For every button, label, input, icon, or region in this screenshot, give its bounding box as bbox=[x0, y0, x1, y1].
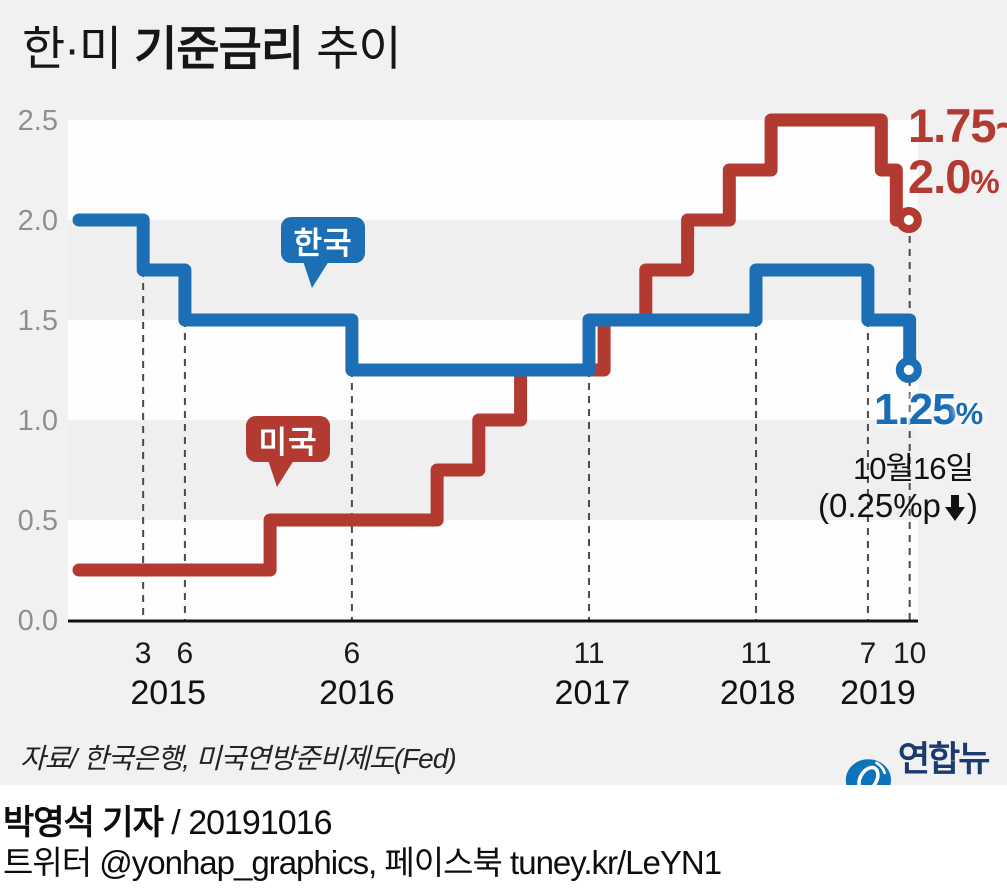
page-title: 한·미 기준금리 추이 bbox=[22, 20, 402, 78]
y-tick-label: 1.0 bbox=[18, 405, 58, 437]
korea-end-marker bbox=[895, 357, 922, 383]
korea-series-label: 한국 bbox=[293, 225, 353, 261]
x-tick-year-label: 2016 bbox=[319, 674, 395, 712]
down-arrow-icon bbox=[944, 495, 965, 521]
us-end-rate-line2: 2.0% bbox=[908, 151, 1007, 207]
us-end-rate-label: 1.75~ 2.0% bbox=[908, 100, 1007, 207]
x-tick-month-label: 11 bbox=[740, 637, 771, 670]
title-part3: 추이 bbox=[316, 22, 401, 75]
us-series-label-bubble: 미국 bbox=[246, 416, 330, 487]
korea-series-label-bubble: 한국 bbox=[281, 217, 365, 288]
y-tick-label: 0.0 bbox=[18, 605, 58, 637]
us-end-marker bbox=[895, 207, 922, 233]
byline-date: / 20191016 bbox=[162, 804, 332, 842]
korea-end-rate-label: 1.25% bbox=[874, 385, 984, 435]
title-part2: 기준금리 bbox=[134, 22, 304, 75]
korea-end-rate-percent-sign: % bbox=[955, 396, 984, 431]
y-tick-label: 1.5 bbox=[18, 305, 58, 337]
korea-end-rate-value: 1.25 bbox=[874, 385, 957, 434]
footer-white-band bbox=[0, 785, 1007, 888]
x-tick-year-label: 2017 bbox=[555, 674, 631, 712]
x-tick-month-label: 11 bbox=[573, 637, 604, 670]
x-tick-month-label: 3 bbox=[135, 637, 152, 670]
reporter-name: 박영석 기자 bbox=[3, 804, 164, 842]
y-tick-label: 2.5 bbox=[18, 105, 58, 137]
korea-bubble-tail bbox=[303, 261, 329, 288]
us-series-label: 미국 bbox=[258, 424, 318, 460]
us-end-rate-line1: 1.75~ bbox=[908, 99, 1007, 152]
plot-band bbox=[68, 120, 918, 220]
x-tick-month-label: 7 bbox=[860, 637, 877, 670]
rate-cut-amount-note: (0.25%p ) bbox=[818, 487, 978, 525]
x-tick-year-label: 2019 bbox=[840, 674, 916, 712]
x-tick-year-label: 2015 bbox=[130, 674, 206, 712]
us-end-rate-percent-sign: % bbox=[970, 163, 999, 200]
x-tick-year-label: 2018 bbox=[720, 674, 796, 712]
rate-cut-open-text: (0.25%p bbox=[818, 487, 941, 524]
us-rate-line bbox=[72, 113, 916, 577]
title-part1: 한·미 bbox=[22, 22, 122, 75]
x-tick-month-label: 10 bbox=[893, 637, 926, 670]
korea-rate-line bbox=[72, 213, 917, 377]
y-tick-label: 2.0 bbox=[18, 205, 58, 237]
x-tick-month-label: 6 bbox=[344, 637, 361, 670]
rate-cut-close-text: ) bbox=[966, 487, 978, 524]
x-tick-month-label: 6 bbox=[177, 637, 194, 670]
y-tick-label: 0.5 bbox=[18, 505, 58, 537]
us-end-rate-value: 2.0 bbox=[908, 150, 971, 203]
data-source-note: 자료/ 한국은행, 미국연방준비제도(Fed) bbox=[20, 743, 457, 774]
plot-band bbox=[68, 420, 918, 520]
us-bubble-tail bbox=[268, 460, 294, 487]
reporter-byline: 박영석 기자 / 20191016 bbox=[3, 795, 332, 844]
rate-cut-date-note: 10월16일 bbox=[853, 451, 974, 486]
social-links-line: 트위터 @yonhap_graphics, 페이스북 tuney.kr/LeYN… bbox=[3, 844, 722, 881]
